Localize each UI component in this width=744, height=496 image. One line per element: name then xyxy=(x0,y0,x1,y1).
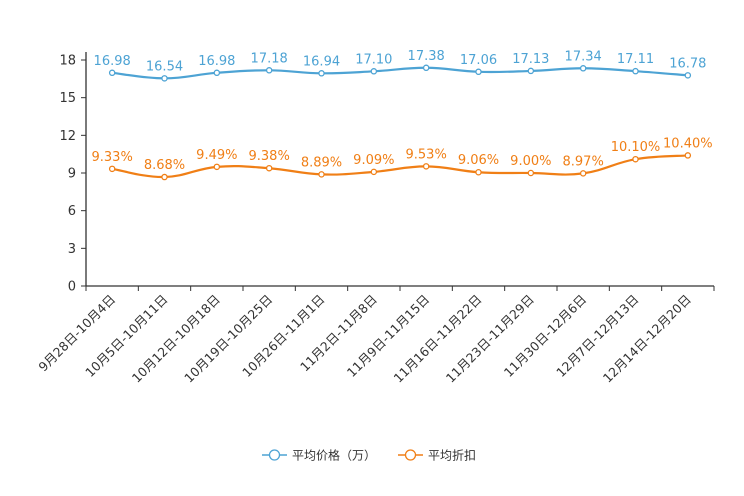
data-label: 9.06% xyxy=(458,153,499,168)
data-point[interactable] xyxy=(161,173,168,181)
data-label: 8.89% xyxy=(301,155,342,170)
legend-item-avg-discount[interactable]: 平均折扣 xyxy=(398,448,476,463)
data-point[interactable] xyxy=(422,64,430,72)
legend-label: 平均折扣 xyxy=(428,448,476,463)
data-label: 8.68% xyxy=(144,158,185,173)
legend-label: 平均价格（万） xyxy=(292,448,376,463)
x-tick-label: 10月12日-10月18日 xyxy=(129,292,223,386)
series-line-avg-discount xyxy=(111,154,688,179)
data-label: 10.10% xyxy=(611,140,661,155)
legend-marker xyxy=(268,449,281,461)
data-label: 17.10 xyxy=(355,52,392,67)
data-label: 16.78 xyxy=(669,56,706,71)
data-label: 9.09% xyxy=(353,153,394,168)
data-label: 9.53% xyxy=(406,147,447,162)
data-point[interactable] xyxy=(370,168,378,176)
data-point[interactable] xyxy=(475,68,482,76)
data-label: 17.11 xyxy=(617,52,654,67)
data-point[interactable] xyxy=(422,163,430,170)
y-tick-label: 15 xyxy=(59,91,76,106)
data-point[interactable] xyxy=(318,70,325,77)
data-point[interactable] xyxy=(579,65,587,72)
data-point[interactable] xyxy=(370,68,378,75)
data-label: 16.54 xyxy=(146,59,183,74)
x-tick-label: 11月23日-11月29日 xyxy=(443,292,537,386)
data-point[interactable] xyxy=(579,170,587,177)
y-tick-label: 9 xyxy=(68,167,76,182)
series-line-avg-price xyxy=(112,66,688,80)
series-layer xyxy=(108,64,692,181)
y-tick-label: 18 xyxy=(59,54,76,69)
data-label: 17.06 xyxy=(460,53,497,68)
data-point[interactable] xyxy=(265,164,273,172)
y-tick-label: 0 xyxy=(68,280,76,295)
legend[interactable]: 平均价格（万） 平均折扣 xyxy=(262,448,476,463)
data-label: 10.40% xyxy=(663,136,713,151)
x-tick-label: 10月19日-10月25日 xyxy=(181,292,275,386)
legend-marker xyxy=(404,449,417,461)
data-point[interactable] xyxy=(213,69,221,77)
data-point[interactable] xyxy=(108,165,116,173)
y-tick-label: 3 xyxy=(68,242,76,257)
data-label: 17.13 xyxy=(512,52,549,67)
y-tick-label: 6 xyxy=(68,204,76,219)
data-label: 17.34 xyxy=(565,49,602,64)
data-label: 9.49% xyxy=(196,148,237,163)
data-point[interactable] xyxy=(475,168,482,176)
data-point[interactable] xyxy=(527,169,535,177)
data-point[interactable] xyxy=(684,72,692,79)
data-labels-layer: 16.98 16.54 16.98 17.18 16.94 17.10 17.38 17.06… xyxy=(92,49,713,173)
data-point[interactable] xyxy=(161,75,168,82)
y-tick-label: 12 xyxy=(59,129,76,144)
data-label: 9.00% xyxy=(510,154,551,169)
axes-layer: 03691215189月28日-10月4日10月5日-10月11日10月12日-… xyxy=(35,52,715,386)
data-label: 16.94 xyxy=(303,54,340,69)
data-label: 17.38 xyxy=(408,49,445,64)
data-point[interactable] xyxy=(632,155,639,163)
data-label: 16.98 xyxy=(198,54,235,69)
data-label: 8.97% xyxy=(563,154,604,169)
data-label: 9.33% xyxy=(92,150,133,165)
x-tick-label: 12月14日-12月20日 xyxy=(600,292,694,386)
data-point[interactable] xyxy=(265,67,273,74)
x-tick-label: 11月16日-11月22日 xyxy=(390,292,484,386)
data-label: 16.98 xyxy=(94,54,131,69)
data-point[interactable] xyxy=(213,163,221,171)
data-point[interactable] xyxy=(527,67,535,75)
data-point[interactable] xyxy=(108,69,116,77)
legend-item-avg-price[interactable]: 平均价格（万） xyxy=(262,448,376,463)
data-point[interactable] xyxy=(632,67,639,75)
data-point[interactable] xyxy=(684,152,692,159)
data-label: 9.38% xyxy=(249,149,290,164)
data-point[interactable] xyxy=(318,171,325,178)
data-label: 17.18 xyxy=(251,51,288,66)
